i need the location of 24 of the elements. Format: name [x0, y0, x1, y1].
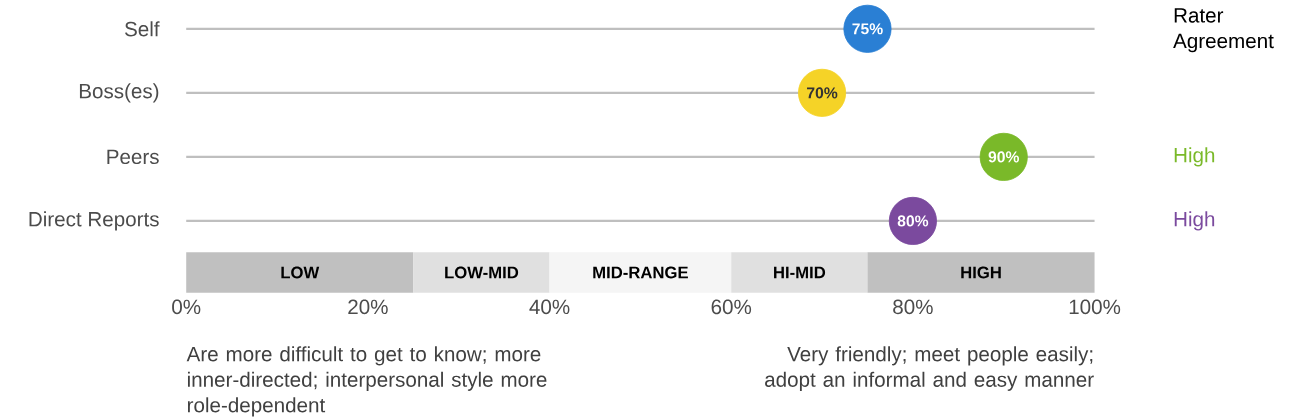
y2-axis-title: Rater Agreement [1173, 8, 1274, 53]
text: Are more difficult to get to know; more inner-directed; interpersonal style more role-dependent [186, 346, 547, 417]
y2-tick-label: High [1174, 147, 1215, 167]
x-tick-label: 40% [529, 299, 570, 315]
y2-tick-label: High [1174, 211, 1215, 231]
x-tick-label: 0% [172, 299, 201, 315]
band-label: HI-MID [774, 266, 826, 279]
y-tick-label: Boss(es) [79, 83, 159, 103]
y-tick-label: Peers [107, 149, 159, 165]
band-label: HIGH [961, 266, 1001, 279]
text: Very friendly; meet people easily; adopt an informal and easy manner [765, 346, 1094, 392]
x-tick-label: 20% [348, 299, 388, 315]
data-label: 75% [852, 23, 883, 35]
data-label: 70% [807, 87, 838, 99]
x-tick-label: 80% [893, 299, 933, 315]
y-tick-label: Direct Reports [29, 211, 159, 231]
data-label: 90% [988, 151, 1020, 163]
x-tick-label: 60% [711, 299, 752, 315]
data-label: 80% [897, 215, 929, 227]
y-tick-label: Self [124, 21, 160, 37]
band-label: LOW [281, 266, 320, 279]
band-label: MID-RANGE [593, 266, 688, 279]
x-tick-label: 100% [1069, 299, 1121, 315]
band-label: LOW-MID [445, 266, 519, 279]
